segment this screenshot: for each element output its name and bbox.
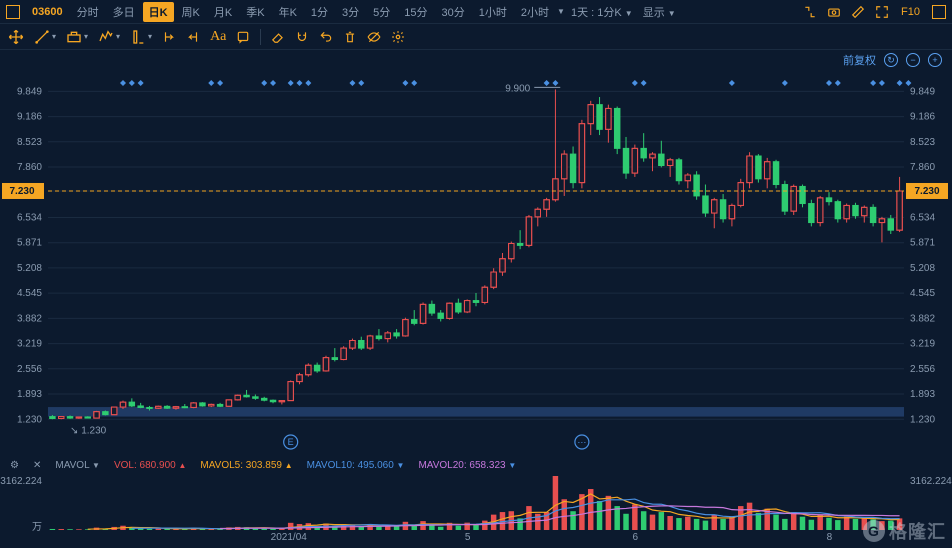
mavol10-value: MAVOL10: 495.060 ▼ <box>307 460 405 471</box>
tab-1min[interactable]: 1分 <box>305 2 334 22</box>
tab-30min[interactable]: 30分 <box>436 2 471 22</box>
range-start-icon[interactable] <box>162 30 176 44</box>
delete-tool-icon[interactable] <box>343 30 357 44</box>
svg-text:8.523: 8.523 <box>910 137 935 148</box>
tab-ji-k[interactable]: 季K <box>240 2 270 22</box>
svg-text:9.849: 9.849 <box>910 86 935 97</box>
move-tool-icon[interactable] <box>8 29 24 45</box>
tab-fenshi[interactable]: 分时 <box>71 2 105 22</box>
svg-text:7.230: 7.230 <box>914 186 939 197</box>
magnet-tool-icon[interactable] <box>295 30 309 44</box>
plus-icon[interactable]: + <box>928 53 942 67</box>
svg-text:4.545: 4.545 <box>910 288 935 299</box>
tab-nian-k[interactable]: 年K <box>273 2 303 22</box>
svg-text:3.882: 3.882 <box>17 313 42 324</box>
line-tool-icon[interactable]: ▾ <box>34 29 56 45</box>
f10-button[interactable]: F10 <box>895 4 926 20</box>
svg-text:7.860: 7.860 <box>910 162 935 173</box>
adjustment-bar: 前复权 ↻ − + <box>0 50 952 70</box>
note-tool-icon[interactable] <box>236 30 250 44</box>
svg-text:6.534: 6.534 <box>17 212 42 223</box>
time-axis-label: 8 <box>827 532 833 543</box>
tab-ri-k[interactable]: 日K <box>143 2 174 22</box>
svg-text:万: 万 <box>32 522 42 532</box>
svg-text:2.556: 2.556 <box>17 364 42 375</box>
tab-duori[interactable]: 多日 <box>107 2 141 22</box>
price-chart[interactable]: 9.849 9.849 9.186 9.186 8.523 8.523 7.860 7.860… <box>0 70 952 456</box>
svg-text:5.208: 5.208 <box>910 263 935 274</box>
volume-chart[interactable]: 3162.224 万 3162.224 <box>0 474 952 532</box>
reset-icon[interactable]: ↻ <box>884 53 898 67</box>
svg-text:8.523: 8.523 <box>17 137 42 148</box>
svg-text:1.230: 1.230 <box>910 414 935 425</box>
ruler-tool-icon[interactable]: ▾ <box>130 29 152 45</box>
svg-text:↘ 1.230: ↘ 1.230 <box>70 425 107 436</box>
fullscreen-icon[interactable] <box>874 4 890 20</box>
erase-tool-icon[interactable] <box>271 30 285 44</box>
svg-text:E: E <box>288 437 294 447</box>
tab-3min[interactable]: 3分 <box>336 2 365 22</box>
time-axis: 2021/04 5 6 8 <box>0 532 952 548</box>
hide-tool-icon[interactable] <box>367 30 381 44</box>
mavol5-value: MAVOL5: 303.859 ▲ <box>200 460 292 471</box>
custom-period-dropdown[interactable]: 1天 : 1分K ▼ <box>567 4 637 20</box>
svg-text:5.871: 5.871 <box>17 238 42 249</box>
edit-icon[interactable] <box>850 4 866 20</box>
svg-text:1.893: 1.893 <box>17 389 42 400</box>
undo-tool-icon[interactable] <box>319 30 333 44</box>
svg-text:5.208: 5.208 <box>17 263 42 274</box>
checkbox-icon[interactable] <box>6 5 20 19</box>
svg-text:1.230: 1.230 <box>17 414 42 425</box>
svg-text:1.893: 1.893 <box>910 389 935 400</box>
tab-1hr[interactable]: 1小时 <box>473 2 513 22</box>
vol-settings-icon[interactable]: ⚙ <box>10 460 19 471</box>
svg-text:7.230: 7.230 <box>9 186 34 197</box>
svg-text:⋯: ⋯ <box>577 437 586 447</box>
svg-text:2.556: 2.556 <box>910 364 935 375</box>
svg-text:3.219: 3.219 <box>910 339 935 350</box>
svg-text:5.871: 5.871 <box>910 238 935 249</box>
time-axis-label: 2021/04 <box>271 532 307 543</box>
tab-15min[interactable]: 15分 <box>398 2 433 22</box>
close-panel-icon[interactable]: ✕ <box>33 460 41 471</box>
svg-text:7.860: 7.860 <box>17 162 42 173</box>
svg-text:6.534: 6.534 <box>910 212 935 223</box>
range-end-icon[interactable] <box>186 30 200 44</box>
mavol20-value: MAVOL20: 658.323 ▼ <box>418 460 516 471</box>
settings-tool-icon[interactable] <box>391 30 405 44</box>
watermark: G格隆汇 <box>863 518 946 544</box>
tab-2hr[interactable]: 2小时 <box>515 2 555 22</box>
stock-code[interactable]: 03600 <box>26 4 69 20</box>
display-dropdown[interactable]: 显示 ▼ <box>639 4 680 20</box>
svg-text:3.882: 3.882 <box>910 313 935 324</box>
text-tool-icon[interactable]: Aa <box>210 29 226 45</box>
svg-text:9.900: 9.900 <box>505 83 530 94</box>
period-tab-bar: 03600 分时 多日 日K 周K 月K 季K 年K 1分 3分 5分 15分 … <box>0 0 952 24</box>
time-axis-label: 5 <box>465 532 471 543</box>
fuquan-link[interactable]: 前复权 <box>843 52 876 68</box>
time-axis-label: 6 <box>632 532 638 543</box>
camera-icon[interactable] <box>826 4 842 20</box>
svg-text:9.186: 9.186 <box>910 112 935 123</box>
drawing-toolbar: ▾ ▾ ▾ ▾ Aa <box>0 24 952 50</box>
square-icon[interactable] <box>932 5 946 19</box>
svg-text:3.219: 3.219 <box>17 339 42 350</box>
alert-icon[interactable] <box>802 4 818 20</box>
tab-5min[interactable]: 5分 <box>367 2 396 22</box>
svg-text:3162.224: 3162.224 <box>0 476 42 487</box>
svg-text:9.849: 9.849 <box>17 86 42 97</box>
svg-text:4.545: 4.545 <box>17 288 42 299</box>
svg-text:3162.224: 3162.224 <box>910 476 952 487</box>
tab-yue-k[interactable]: 月K <box>208 2 238 22</box>
wave-tool-icon[interactable]: ▾ <box>98 29 120 45</box>
minus-icon[interactable]: − <box>906 53 920 67</box>
shape-tool-icon[interactable]: ▾ <box>66 29 88 45</box>
tab-zhou-k[interactable]: 周K <box>176 2 206 22</box>
volume-header: ⚙ ✕ MAVOL ▼ VOL: 680.900 ▲ MAVOL5: 303.8… <box>0 456 952 474</box>
svg-text:9.186: 9.186 <box>17 112 42 123</box>
vol-value: VOL: 680.900 ▲ <box>114 460 186 471</box>
mavol-label: MAVOL ▼ <box>55 460 100 471</box>
